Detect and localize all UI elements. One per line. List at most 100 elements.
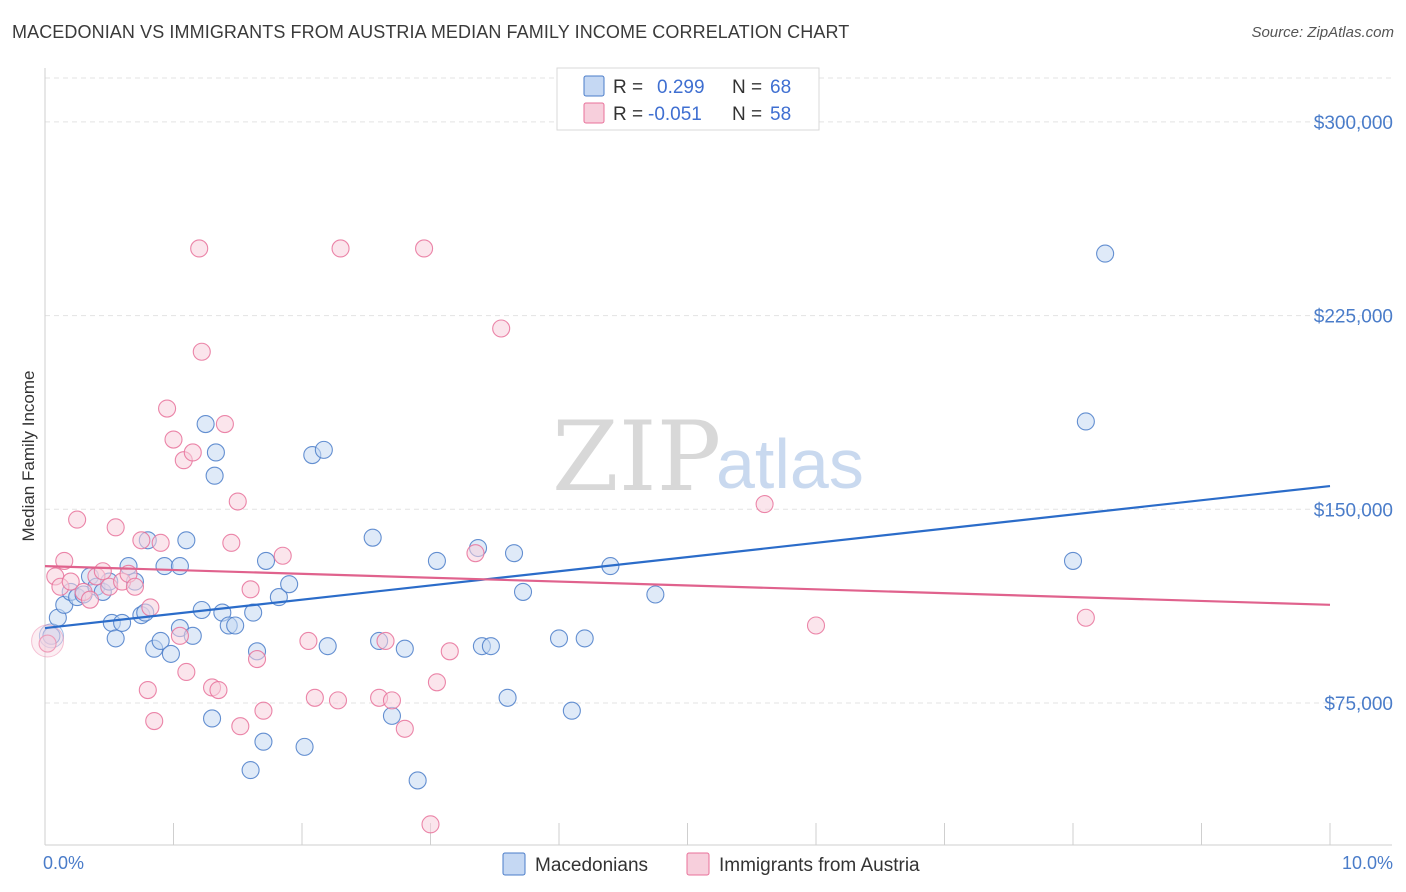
legend-swatch-macedonians [583,75,605,97]
austria-point [183,443,202,462]
y-tick-label: $150,000 [1314,500,1393,521]
austria-point [331,239,350,258]
austria-point [190,239,209,258]
macedonians-point [280,575,299,594]
austria-point [466,544,485,563]
macedonians-trend-line [44,484,1331,630]
legend-r-label: R = [613,77,643,98]
austria-point [241,580,260,599]
legend-r-value-austria: -0.051 [648,104,702,125]
austria-point [231,717,250,736]
austria-point [228,492,247,511]
macedonians-point [562,701,581,720]
macedonians-point [170,557,189,576]
austria-point [247,650,267,669]
macedonians-point [196,415,215,434]
austria-point [151,533,170,552]
y-axis-label: Median Family Income [19,370,38,541]
legend-n-value-macedonians: 68 [770,77,791,98]
austria-point [395,719,414,738]
macedonians-point [155,557,174,576]
austria-point [177,662,196,682]
austria-point [31,624,65,658]
austria-point [55,551,74,570]
watermark-atlas: atlas [716,425,864,503]
austria-point [806,616,826,635]
austria-point [141,598,160,617]
austria-point [61,572,80,591]
austria-point [382,691,402,710]
austria-point [80,590,100,609]
macedonians-point [481,637,500,656]
austria-point [106,518,125,537]
austria-point [305,688,324,707]
austria-point [440,642,459,661]
macedonians-point [113,613,132,632]
macedonians-point [206,443,225,462]
y-tick-label: $300,000 [1314,113,1393,134]
austria-trend-line [44,564,1331,606]
bottom-legend-swatch-macedonians [502,852,526,876]
austria-point [376,631,395,651]
macedonians-point [513,582,533,601]
legend-r-value-macedonians: 0.299 [657,77,705,98]
macedonians-point [205,466,224,485]
austria-point [93,562,112,581]
austria-point [38,634,57,653]
macedonians-point [203,709,222,728]
x-tick-label: 0.0% [43,853,84,873]
tick-labels: $75,000 $150,000 $225,000 $300,000 0.0% 10.0% [43,113,1393,873]
austria-point [138,681,157,700]
macedonians-point [1063,551,1083,570]
austria-point [215,415,234,434]
macedonians-point [408,771,427,790]
austria-point [492,319,511,338]
macedonians-point [177,531,196,550]
source-label: Source: ZipAtlas.com [1251,24,1394,41]
macedonians-point [382,706,402,725]
austria-point [415,239,434,258]
macedonians-point [646,585,665,604]
macedonians-point [151,631,170,651]
macedonians-point [427,551,446,570]
bottom-legend-macedonians: Macedonians [535,855,648,876]
austria-point [132,531,151,550]
macedonians-point [241,761,260,780]
y-tick-label: $225,000 [1314,307,1393,328]
macedonians-point [1096,244,1115,263]
bottom-legend-austria: Immigrants from Austria [719,855,920,876]
trend-lines [44,484,1331,630]
austria-points [31,239,1095,834]
axes [44,68,1392,846]
macedonians-point [395,639,414,658]
macedonians-point [161,644,180,663]
legend-r-label: R = [613,104,643,125]
austria-point [421,815,440,834]
austria-point [170,626,189,645]
macedonians-point [318,637,337,656]
austria-point [755,495,774,514]
macedonians-point [1076,412,1095,431]
austria-point [158,399,177,418]
macedonians-point [226,616,245,635]
austria-point [209,681,228,700]
macedonians-point [106,629,125,648]
austria-point [68,510,87,529]
macedonians-point [575,629,594,648]
macedonians-point [254,732,273,751]
macedonians-point [314,440,333,459]
stats-legend: R = 0.299 N = 68 R = -0.051 N = 58 [556,67,820,131]
legend-n-label: N = [732,77,762,98]
legend-n-value-austria: 58 [770,104,791,125]
macedonians-point [295,737,314,756]
series-legend: Macedonians Immigrants from Austria [502,852,920,876]
austria-point [427,673,446,692]
macedonians-point [498,688,517,707]
austria-point [1076,608,1095,627]
macedonians-point [363,528,382,547]
austria-point [299,631,318,651]
macedonians-point [504,544,524,563]
watermark-zip: ZIP [552,401,721,513]
legend-n-label: N = [732,104,762,125]
